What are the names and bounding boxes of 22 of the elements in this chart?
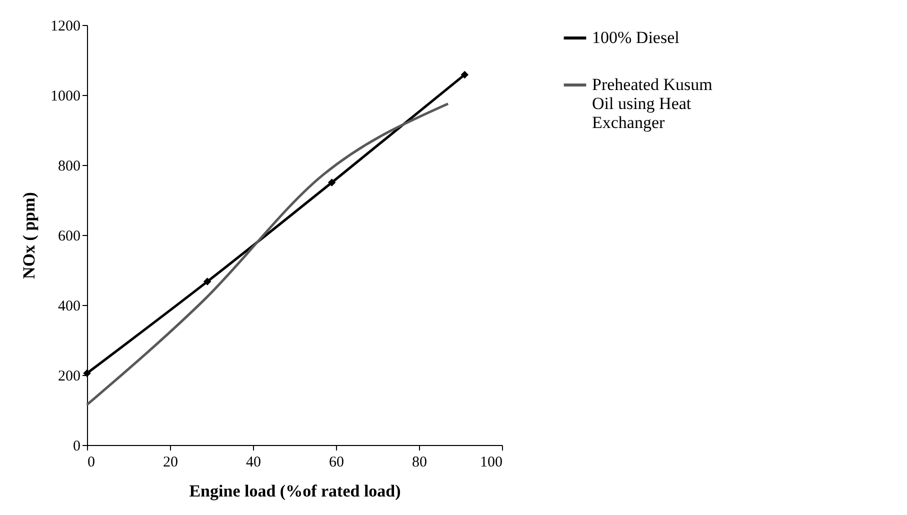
y-axis-title: NOx ( ppm)	[20, 192, 38, 279]
x-tick-label: 0	[88, 454, 95, 470]
y-tick-label: 400	[58, 298, 80, 314]
point	[328, 178, 336, 186]
point	[460, 70, 469, 79]
x-tick-label: 40	[246, 454, 261, 470]
x-axis-title: Engine load (%of rated load)	[189, 482, 401, 500]
x-tick-label: 60	[329, 454, 344, 470]
x-tick-label: 80	[412, 454, 427, 470]
y-tick-label: 0	[73, 438, 80, 454]
x-tick-label: 20	[163, 454, 178, 470]
y-tick-label: 1000	[50, 88, 80, 104]
y-tick-label: 600	[58, 228, 80, 244]
y-tick-label: 200	[58, 368, 80, 384]
y-tick-label: 800	[58, 158, 80, 174]
line-series	[86, 102, 450, 406]
x-tick-label: 100	[480, 454, 502, 470]
legend-label: Preheated Kusum Oil using Heat Exchanger	[592, 75, 712, 132]
y-tick-label: 1200	[50, 18, 80, 34]
point	[203, 278, 212, 286]
point	[83, 369, 91, 378]
legend-label: 100% Diesel	[592, 28, 680, 47]
